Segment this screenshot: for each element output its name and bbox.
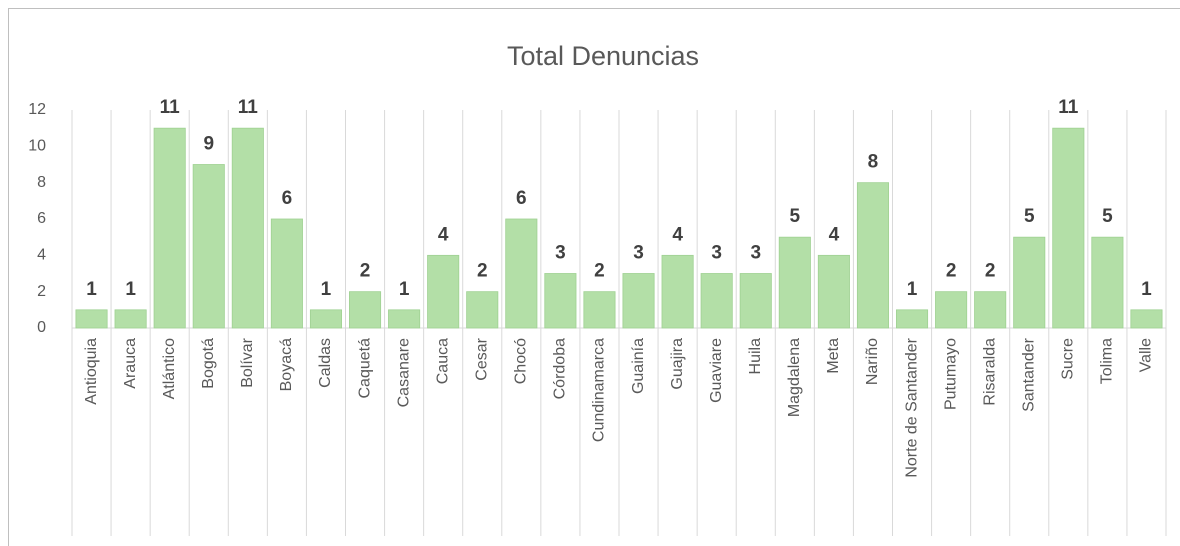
bar <box>1013 236 1046 329</box>
x-tick-label: Casanare <box>395 338 412 407</box>
value-label: 1 <box>125 279 136 300</box>
value-label: 3 <box>633 243 644 264</box>
value-label: 11 <box>1058 97 1079 118</box>
x-tick-label: Boyacá <box>278 338 295 391</box>
bar <box>974 291 1007 329</box>
y-tick-label: 2 <box>37 283 46 300</box>
x-tick-label: Arauca <box>122 338 139 389</box>
bar <box>388 309 421 329</box>
x-tick-label: Atlántico <box>161 338 178 399</box>
value-label: 1 <box>907 279 918 300</box>
y-tick-label: 8 <box>37 174 46 191</box>
x-tick-label: Guajira <box>669 338 686 390</box>
y-tick-label: 0 <box>37 319 46 336</box>
value-label: 1 <box>86 279 97 300</box>
bar <box>1052 127 1085 329</box>
bar <box>896 309 929 329</box>
bar <box>661 254 694 329</box>
x-tick-label: Valle <box>1138 338 1155 372</box>
x-tick-label: Sucre <box>1060 338 1077 380</box>
bar <box>75 309 108 329</box>
bar <box>778 236 811 329</box>
value-label: 11 <box>160 97 181 118</box>
x-tick-label: Guainía <box>630 338 647 394</box>
value-label: 6 <box>516 188 527 209</box>
chart-title: Total Denuncias <box>507 41 699 71</box>
bar <box>114 309 147 329</box>
bar <box>427 254 460 329</box>
y-tick-label: 10 <box>28 138 46 155</box>
bar <box>817 254 850 329</box>
bar <box>153 127 186 329</box>
x-tick-label: Risaralda <box>981 338 998 406</box>
value-label: 1 <box>1141 279 1152 300</box>
x-tick-label: Bolívar <box>239 337 256 387</box>
x-tick-label: Tolima <box>1099 338 1116 384</box>
x-tick-label: Caldas <box>317 338 334 388</box>
y-tick-label: 6 <box>37 210 46 227</box>
value-label: 4 <box>829 224 840 245</box>
bar <box>309 309 342 329</box>
value-label: 5 <box>1024 206 1035 227</box>
y-tick-label: 12 <box>28 101 46 118</box>
x-tick-label: Huila <box>747 338 764 375</box>
value-label: 11 <box>238 97 259 118</box>
value-label: 2 <box>477 261 488 282</box>
bar <box>466 291 499 329</box>
value-label: 3 <box>555 243 566 264</box>
value-label: 4 <box>672 224 683 245</box>
x-tick-label: Caquetá <box>356 338 373 399</box>
bar <box>1130 309 1163 329</box>
value-label: 5 <box>1102 206 1113 227</box>
value-label: 2 <box>985 261 996 282</box>
value-label: 2 <box>360 261 371 282</box>
value-label: 8 <box>868 152 879 173</box>
value-label: 1 <box>399 279 410 300</box>
value-label: 2 <box>594 261 605 282</box>
value-label: 3 <box>711 243 722 264</box>
bar <box>349 291 382 329</box>
bar <box>231 127 264 329</box>
value-label: 9 <box>203 134 214 155</box>
bar <box>739 273 772 329</box>
x-tick-label: Magdalena <box>786 338 803 417</box>
x-tick-label: Nariño <box>864 338 881 385</box>
bar <box>700 273 733 329</box>
value-label: 3 <box>750 243 761 264</box>
bar <box>270 218 303 329</box>
value-label: 5 <box>790 206 801 227</box>
bar <box>1091 236 1124 329</box>
x-tick-label: Cundinamarca <box>591 338 608 442</box>
x-tick-label: Cesar <box>473 337 490 380</box>
bar <box>856 182 889 329</box>
x-tick-label: Norte de Santander <box>903 337 920 477</box>
value-label: 4 <box>438 224 449 245</box>
y-tick-label: 4 <box>37 247 46 264</box>
x-tick-label: Santander <box>1020 337 1037 412</box>
bar <box>583 291 616 329</box>
x-tick-label: Bogotá <box>200 338 217 389</box>
bar <box>505 218 538 329</box>
value-label: 2 <box>946 261 957 282</box>
x-tick-label: Antioquia <box>83 338 100 405</box>
x-tick-label: Guaviare <box>708 338 725 403</box>
x-tick-label: Cauca <box>434 338 451 384</box>
x-tick-label: Meta <box>825 338 842 374</box>
bar <box>192 164 225 329</box>
bar <box>622 273 655 329</box>
x-tick-label: Chocó <box>513 338 530 384</box>
bar <box>544 273 577 329</box>
x-tick-label: Putumayo <box>942 338 959 410</box>
x-tick-label: Córdoba <box>552 338 569 399</box>
value-label: 1 <box>321 279 332 300</box>
value-label: 6 <box>282 188 293 209</box>
bar <box>935 291 968 329</box>
